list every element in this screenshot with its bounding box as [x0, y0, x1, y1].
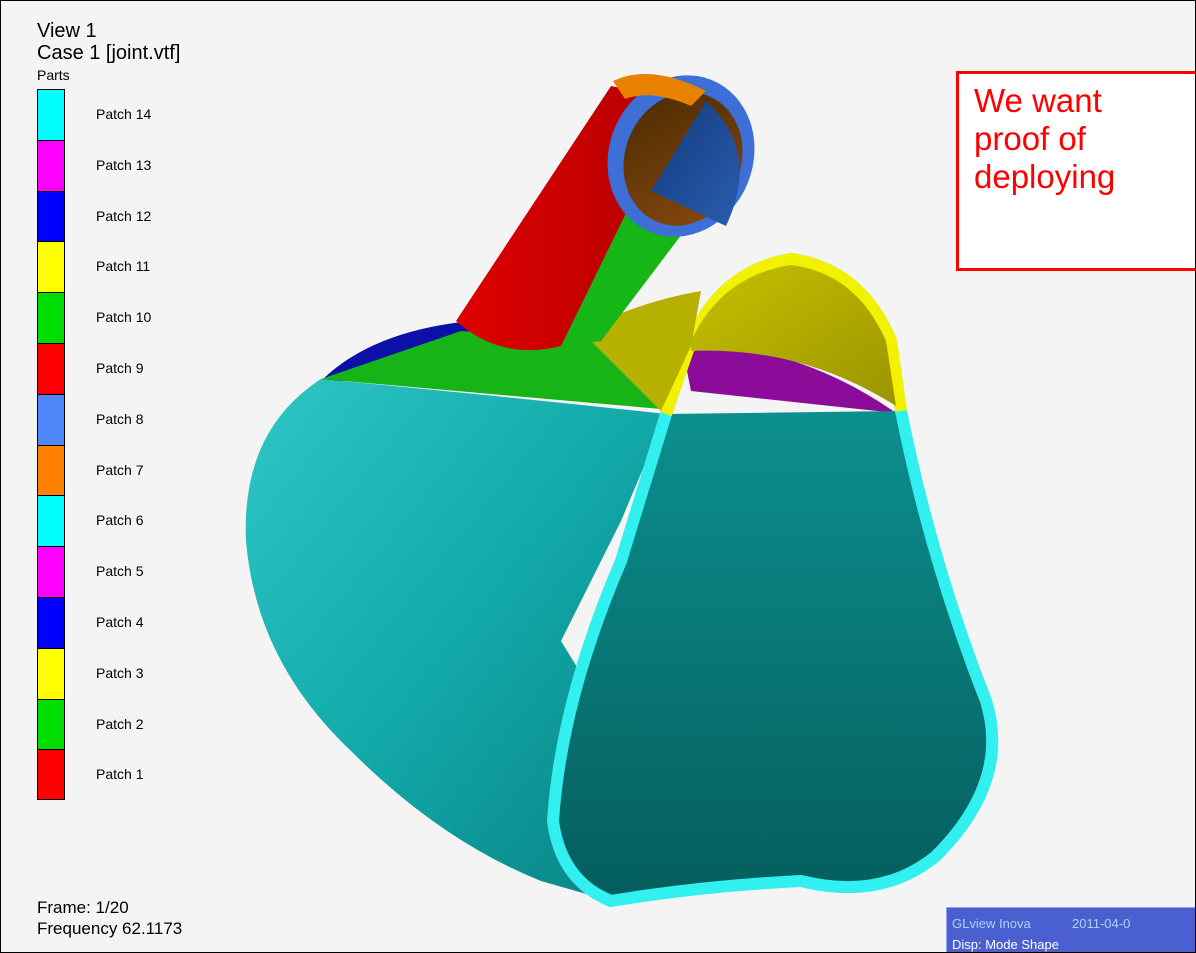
- legend-swatch: [37, 342, 65, 394]
- legend-item: Patch 11: [37, 241, 167, 293]
- legend-item: Patch 10: [37, 292, 167, 343]
- legend-label: Patch 6: [96, 512, 144, 529]
- legend-item: Patch 1: [37, 749, 167, 801]
- legend-item: Patch 14: [37, 89, 167, 140]
- patch-13-surface: [681, 341, 896, 413]
- legend-swatch: [37, 393, 65, 445]
- status-panel: GLview Inova 2011-04-0 Disp: Mode Shape: [946, 907, 1195, 952]
- annotation-line: proof of: [974, 120, 1086, 157]
- legend-swatch: [37, 495, 65, 547]
- legend-swatch: [37, 89, 65, 140]
- parts-legend: Patch 14 Patch 13 Patch 12 Patch 11 Patch 10…: [37, 89, 167, 801]
- legend-item: Patch 13: [37, 139, 167, 191]
- legend-item: Patch 6: [37, 495, 167, 547]
- legend-item: Patch 2: [37, 698, 167, 750]
- tube-inner-blue: [651, 101, 740, 226]
- legend-item: Patch 9: [37, 342, 167, 394]
- annotation-line: We want: [974, 82, 1102, 119]
- legend-label: Patch 14: [96, 106, 152, 122]
- parts-label: Parts: [37, 67, 70, 83]
- legend-item: Patch 4: [37, 596, 167, 648]
- legend-item: Patch 7: [37, 444, 167, 496]
- legend-swatch: [37, 241, 65, 293]
- tube-ring-orange: [613, 73, 706, 106]
- annotation-line: deploying: [974, 158, 1116, 195]
- legend-label: Patch 10: [96, 309, 152, 326]
- view-title: View 1: [37, 20, 97, 42]
- legend-label: Patch 4: [96, 613, 144, 630]
- frequency-readout: Frequency 62.1173: [37, 919, 183, 938]
- frame-readout: Frame: 1/20: [37, 898, 129, 917]
- legend-swatch: [37, 546, 65, 597]
- patch-11-inner: [691, 265, 896, 406]
- legend-label: Patch 8: [96, 410, 144, 427]
- status-app-name: GLview Inova: [952, 916, 1031, 931]
- legend-swatch: [37, 749, 65, 801]
- legend-swatch: [37, 139, 65, 191]
- legend-swatch: [37, 190, 65, 242]
- legend-item: Patch 3: [37, 647, 167, 699]
- legend-item: Patch 5: [37, 546, 167, 597]
- legend-label: Patch 11: [96, 258, 151, 275]
- patch-10-surface: [321, 331, 661, 409]
- legend-swatch: [37, 292, 65, 343]
- legend-label: Patch 9: [96, 359, 144, 376]
- case-title: Case 1 [joint.vtf]: [37, 42, 181, 64]
- legend-swatch: [37, 698, 65, 750]
- legend-label: Patch 2: [96, 715, 144, 732]
- status-display-mode: Disp: Mode Shape: [952, 937, 1059, 952]
- legend-swatch: [37, 596, 65, 648]
- legend-label: Patch 13: [96, 156, 152, 173]
- inner-shell-surface: [553, 411, 993, 901]
- status-date: 2011-04-0: [1072, 916, 1131, 931]
- legend-label: Patch 7: [96, 461, 144, 478]
- legend-label: Patch 12: [96, 207, 152, 224]
- legend-swatch: [37, 444, 65, 496]
- legend-item: Patch 12: [37, 190, 167, 242]
- legend-label: Patch 3: [96, 664, 144, 681]
- legend-item: Patch 8: [37, 393, 167, 445]
- annotation-box: We want proof of deploying: [956, 71, 1195, 271]
- legend-label: Patch 1: [96, 766, 144, 783]
- legend-swatch: [37, 647, 65, 699]
- opening-rim-yellow: [660, 252, 907, 416]
- legend-label: Patch 5: [96, 563, 144, 580]
